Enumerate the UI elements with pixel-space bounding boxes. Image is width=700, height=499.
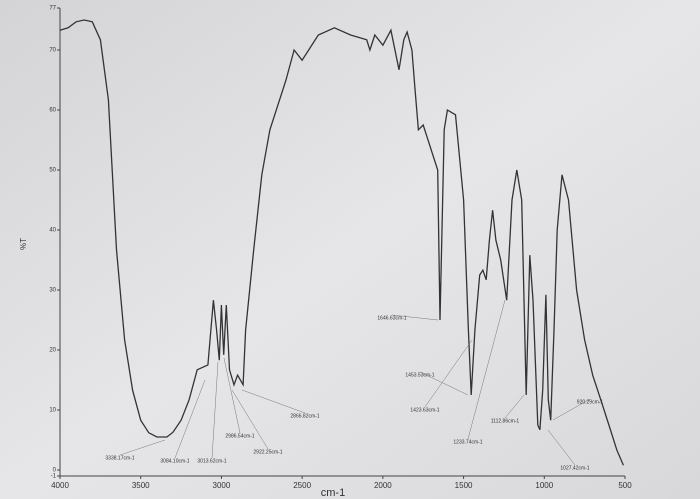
- leader-line: [419, 371, 469, 396]
- y-tick-label: 0: [53, 468, 57, 474]
- leader-line: [547, 429, 576, 466]
- y-tick-label: 60: [49, 108, 56, 114]
- x-tick-label: 2000: [374, 481, 392, 490]
- leader-line: [424, 339, 473, 408]
- peak-label: 1027.42cm-1: [560, 465, 589, 471]
- y-tick-label: 50: [49, 168, 56, 174]
- leader-line: [174, 379, 206, 459]
- peak-label: 1423.63cm-1: [410, 407, 439, 413]
- y-axis-label: %T: [19, 238, 28, 250]
- x-tick-label: 3500: [132, 481, 150, 490]
- peak-label: 920.29cm-1: [577, 399, 604, 405]
- peak-label: 1646.63cm-1: [377, 315, 406, 321]
- x-tick-label: 1000: [535, 481, 553, 490]
- leader-line: [231, 389, 269, 450]
- y-tick-label: 30: [49, 288, 56, 294]
- leader-line: [241, 389, 306, 414]
- peak-label: 2922.25cm-1: [253, 449, 282, 455]
- y-tick-label: 20: [49, 348, 56, 354]
- y-tick-label: 40: [49, 228, 56, 234]
- y-tick-label: 70: [49, 48, 56, 54]
- leader-line: [119, 439, 166, 456]
- x-axis-label: cm-1: [321, 487, 345, 499]
- peak-label: 1233.74cm-1: [453, 439, 482, 445]
- spectrum-line: [59, 19, 624, 466]
- peak-label: 1453.53cm-1: [405, 372, 434, 378]
- leader-line: [504, 394, 525, 419]
- x-tick-label: 3000: [213, 481, 231, 490]
- leader-line: [552, 398, 591, 421]
- peak-label: 3338.17cm-1: [105, 455, 134, 461]
- peak-label: 3084.10cm-1: [160, 458, 189, 464]
- peak-label: 2986.54cm-1: [225, 433, 254, 439]
- peak-label: 3013.62cm-1: [197, 458, 226, 464]
- leader-line: [467, 299, 506, 440]
- leader-line: [391, 314, 439, 321]
- x-tick-label: 2500: [293, 481, 311, 490]
- x-tick-label: 4000: [51, 481, 69, 490]
- leader-line: [211, 361, 219, 459]
- y-tick-label: -1: [51, 474, 57, 480]
- y-tick-label: 77: [49, 6, 56, 12]
- x-tick-label: 1500: [455, 481, 473, 490]
- leader-line: [223, 357, 241, 434]
- peak-label: 1112.86cm-1: [491, 418, 520, 424]
- y-tick-label: 10: [49, 408, 56, 414]
- peak-label: 2866.82cm-1: [290, 413, 319, 419]
- x-tick-label: 500: [618, 481, 632, 490]
